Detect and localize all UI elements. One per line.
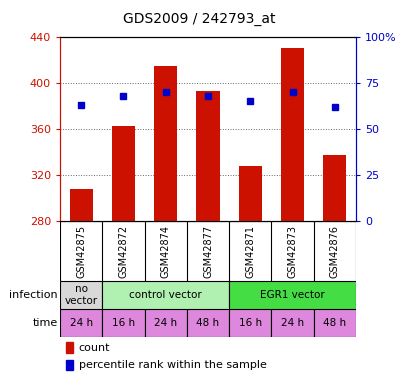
Text: GSM42874: GSM42874 xyxy=(161,225,171,278)
Text: 48 h: 48 h xyxy=(323,318,346,328)
Bar xyxy=(314,309,356,337)
Bar xyxy=(229,281,356,309)
Bar xyxy=(102,281,229,309)
Bar xyxy=(154,66,178,221)
Bar xyxy=(187,309,229,337)
Text: 24 h: 24 h xyxy=(154,318,177,328)
Text: 24 h: 24 h xyxy=(281,318,304,328)
Text: no
vector: no vector xyxy=(64,284,98,306)
Text: 16 h: 16 h xyxy=(112,318,135,328)
Text: 24 h: 24 h xyxy=(70,318,93,328)
Text: time: time xyxy=(33,318,58,328)
Bar xyxy=(66,360,73,370)
Bar xyxy=(102,309,144,337)
Text: count: count xyxy=(79,343,110,352)
Text: GSM42871: GSM42871 xyxy=(245,225,255,278)
Bar xyxy=(239,166,262,221)
Text: percentile rank within the sample: percentile rank within the sample xyxy=(79,360,267,370)
Text: GDS2009 / 242793_at: GDS2009 / 242793_at xyxy=(123,12,275,26)
Text: infection: infection xyxy=(10,290,58,300)
Text: GSM42877: GSM42877 xyxy=(203,224,213,278)
Bar xyxy=(196,91,220,221)
Text: EGR1 vector: EGR1 vector xyxy=(260,290,325,300)
Bar xyxy=(281,48,304,221)
Bar xyxy=(60,309,102,337)
Text: GSM42876: GSM42876 xyxy=(330,225,340,278)
Bar xyxy=(144,309,187,337)
Bar xyxy=(323,156,347,221)
Text: GSM42873: GSM42873 xyxy=(288,225,298,278)
Bar xyxy=(60,281,102,309)
Text: GSM42872: GSM42872 xyxy=(119,224,129,278)
Bar xyxy=(229,309,271,337)
Bar xyxy=(112,126,135,221)
Bar xyxy=(70,189,93,221)
Bar xyxy=(271,309,314,337)
Text: 48 h: 48 h xyxy=(197,318,220,328)
Bar xyxy=(66,342,73,353)
Text: 16 h: 16 h xyxy=(239,318,262,328)
Text: control vector: control vector xyxy=(129,290,202,300)
Text: GSM42875: GSM42875 xyxy=(76,224,86,278)
